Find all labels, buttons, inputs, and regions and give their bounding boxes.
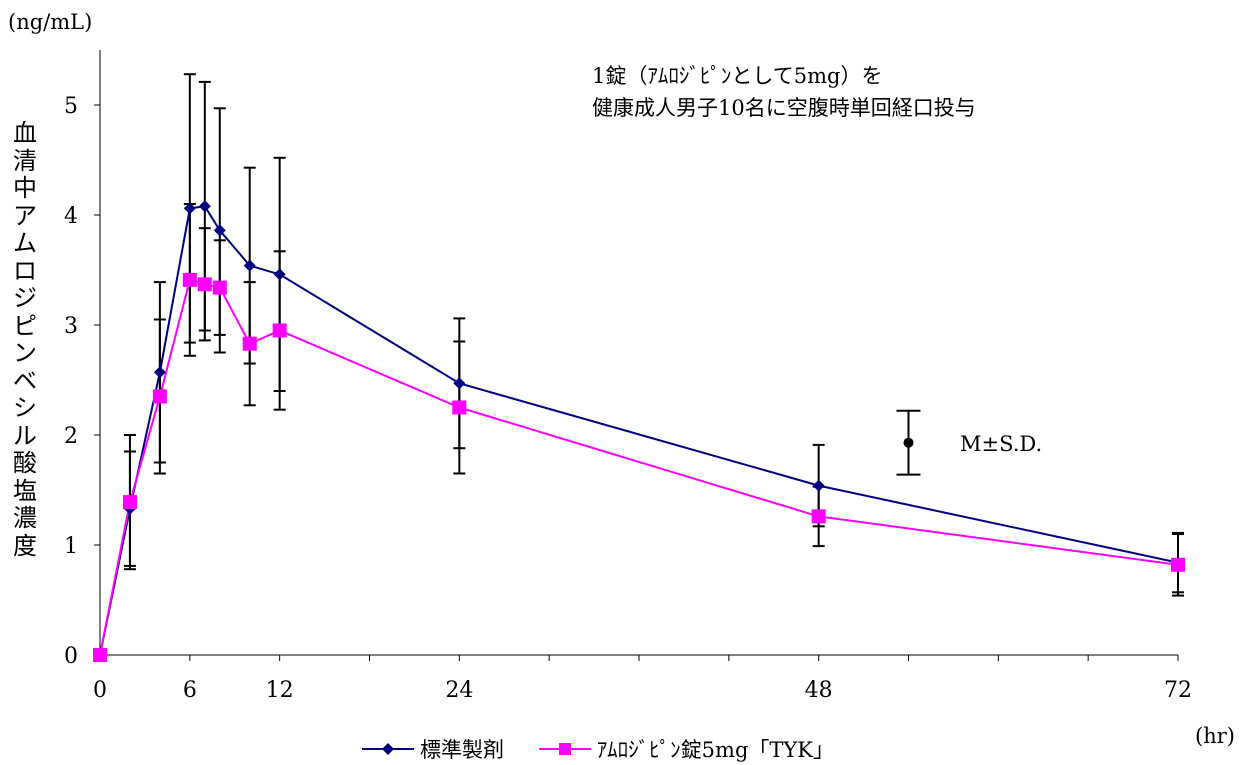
series-line-0 — [99, 205, 1179, 656]
error-key-label: M±S.D. — [960, 432, 1043, 456]
error-key-dot — [903, 437, 914, 448]
data-point-square — [152, 389, 167, 404]
data-point-diamond — [273, 268, 286, 281]
data-point-diamond — [153, 366, 166, 379]
data-point-square — [242, 336, 257, 351]
legend-item-standard: 標準製剤 — [360, 734, 504, 764]
data-point-square — [197, 277, 212, 292]
y-axis-label: 血清中アムロジピンベシル酸塩濃度 — [13, 119, 37, 560]
y-tick-label: 3 — [64, 314, 78, 339]
y-tick-label: 0 — [64, 644, 78, 669]
data-point-diamond — [812, 479, 825, 492]
dosing-annotation: 1錠（ｱﾑﾛｼﾞﾋﾟﾝとして5mg）を 健康成人男子10名に空腹時単回経口投与 — [592, 60, 976, 124]
data-point-square — [212, 280, 227, 295]
data-point-diamond — [243, 259, 256, 272]
data-point-square — [811, 509, 826, 524]
y-axis-unit: (ng/mL) — [8, 10, 93, 34]
data-point-diamond — [183, 202, 196, 215]
x-tick-label: 24 — [445, 678, 473, 703]
data-point-square — [182, 272, 197, 287]
x-tick-label: 0 — [93, 678, 107, 703]
y-tick-label: 1 — [64, 534, 78, 559]
data-point-square — [1171, 557, 1185, 572]
x-tick-label: 12 — [266, 678, 294, 703]
y-tick-label: 5 — [64, 94, 78, 119]
data-point-diamond — [453, 377, 466, 390]
x-tick-label: 48 — [805, 678, 833, 703]
legend-label-test: ｱﾑﾛｼﾞﾋﾟﾝ錠5mg「TYK」 — [596, 738, 834, 762]
data-point-square — [272, 323, 287, 338]
series-line-1 — [99, 278, 1179, 656]
legend-item-test: ｱﾑﾛｼﾞﾋﾟﾝ錠5mg「TYK」 — [537, 734, 834, 764]
data-point-square — [452, 400, 467, 415]
x-axis-unit: (hr) — [1195, 724, 1235, 748]
legend-marker-diamond — [362, 743, 414, 755]
x-tick-label: 72 — [1164, 678, 1192, 703]
data-point-square — [93, 648, 107, 662]
annotation-line-2: 健康成人男子10名に空腹時単回経口投与 — [592, 96, 976, 120]
legend-marker-square — [538, 743, 591, 755]
data-point-diamond — [198, 200, 211, 213]
legend-label-standard: 標準製剤 — [420, 738, 504, 762]
y-tick-label: 4 — [64, 204, 78, 229]
annotation-line-1: 1錠（ｱﾑﾛｼﾞﾋﾟﾝとして5mg）を — [592, 64, 883, 88]
data-point-diamond — [213, 224, 226, 237]
y-tick-label: 2 — [64, 424, 78, 449]
data-point-square — [122, 495, 137, 510]
x-tick-label: 6 — [183, 678, 197, 703]
legend: 標準製剤 ｱﾑﾛｼﾞﾋﾟﾝ錠5mg「TYK」 — [360, 734, 860, 764]
